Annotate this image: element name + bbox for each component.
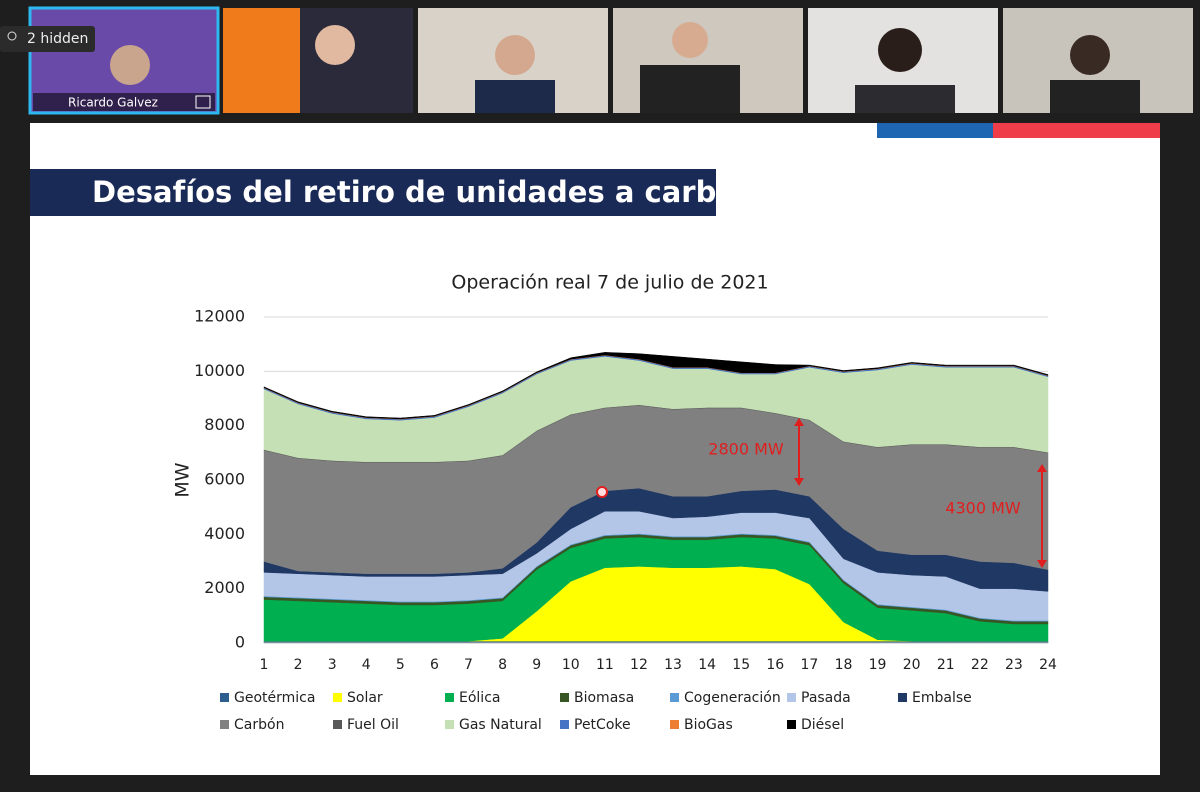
y-tick-label: 8000 [204, 415, 245, 434]
person [878, 28, 922, 72]
y-tick-label: 6000 [204, 470, 245, 489]
legend-label: Pasada [801, 690, 851, 706]
chart-title: Operación real 7 de julio de 2021 [451, 272, 768, 294]
arrow-head [1037, 464, 1047, 472]
person [640, 65, 740, 113]
x-tick-label: 10 [562, 657, 580, 673]
legend-label: Eólica [459, 690, 500, 706]
x-tick-label: 8 [498, 657, 507, 673]
y-tick-label: 0 [235, 633, 245, 652]
video-strip: 2 hidden Ricardo Galvez [0, 6, 1193, 115]
x-tick-label: 15 [732, 657, 750, 673]
x-tick-label: 20 [903, 657, 921, 673]
legend-label: PetCoke [574, 717, 631, 733]
x-tick-label: 1 [260, 657, 269, 673]
legend-swatch [220, 693, 229, 702]
legend-swatch [333, 693, 342, 702]
person [1050, 80, 1140, 113]
arrow-head [794, 478, 804, 486]
video-bg [300, 8, 413, 113]
x-tick-label: 7 [464, 657, 473, 673]
legend-swatch [898, 693, 907, 702]
x-tick-label: 24 [1039, 657, 1057, 673]
x-tick-label: 6 [430, 657, 439, 673]
y-tick-label: 10000 [194, 361, 245, 380]
x-tick-label: 14 [698, 657, 716, 673]
person [475, 80, 555, 113]
x-tick-label: 13 [664, 657, 682, 673]
slide-title: Desafíos del retiro de unidades a carbón [92, 175, 757, 209]
person [495, 35, 535, 75]
legend-swatch [220, 720, 229, 729]
legend-swatch [445, 693, 454, 702]
y-tick-label: 12000 [194, 307, 245, 326]
x-tick-label: 21 [937, 657, 955, 673]
legend-swatch [670, 693, 679, 702]
x-tick-label: 19 [869, 657, 887, 673]
icon [7, 31, 17, 41]
x-tick-label: 5 [396, 657, 405, 673]
name-bar [33, 93, 215, 111]
x-tick-label: 17 [800, 657, 818, 673]
legend-label: Carbón [234, 717, 284, 733]
legend-swatch [787, 693, 796, 702]
hidden-count: 2 hidden [27, 31, 88, 47]
x-tick-label: 4 [362, 657, 371, 673]
title-banner [30, 169, 716, 216]
legend-swatch [670, 720, 679, 729]
legend-label: Gas Natural [459, 717, 542, 733]
share-icon[interactable] [195, 95, 211, 109]
x-tick-label: 12 [630, 657, 648, 673]
legend-label: Cogeneración [684, 690, 781, 706]
legend-swatch [333, 720, 342, 729]
flag-red [993, 123, 1160, 138]
legend-label: BioGas [684, 717, 733, 733]
legend-swatch [560, 720, 569, 729]
legend-label: Biomasa [574, 690, 634, 706]
x-tick-label: 23 [1005, 657, 1023, 673]
person [1070, 35, 1110, 75]
x-tick-label: 11 [596, 657, 614, 673]
x-tick-label: 2 [294, 657, 303, 673]
area [263, 352, 1049, 420]
legend-swatch [560, 693, 569, 702]
arrow-head [1037, 560, 1047, 568]
x-tick-label: 3 [328, 657, 337, 673]
legend-label: Diésel [801, 717, 844, 733]
hidden-badge[interactable] [0, 26, 95, 52]
arrow-head [794, 418, 804, 426]
legend-swatch [787, 720, 796, 729]
legend-swatch [445, 720, 454, 729]
legend-label: Solar [347, 690, 383, 706]
x-tick-label: 22 [971, 657, 989, 673]
x-tick-label: 18 [835, 657, 853, 673]
cursor [596, 486, 608, 498]
annotation: 4300 MW [945, 499, 1021, 518]
person [672, 22, 708, 58]
speaker-name: Ricardo Galvez [68, 96, 158, 110]
annotation: 2800 MW [708, 440, 784, 459]
legend-label: Embalse [912, 690, 972, 706]
flag-blue [877, 123, 993, 138]
y-axis-label: MW [172, 462, 194, 497]
y-tick-label: 2000 [204, 578, 245, 597]
legend-label: Fuel Oil [347, 717, 399, 733]
x-tick-label: 9 [532, 657, 541, 673]
person [855, 85, 955, 113]
legend-label: Geotérmica [234, 690, 315, 706]
person [110, 45, 150, 85]
y-tick-label: 4000 [204, 524, 245, 543]
person [315, 25, 355, 65]
x-tick-label: 16 [766, 657, 784, 673]
